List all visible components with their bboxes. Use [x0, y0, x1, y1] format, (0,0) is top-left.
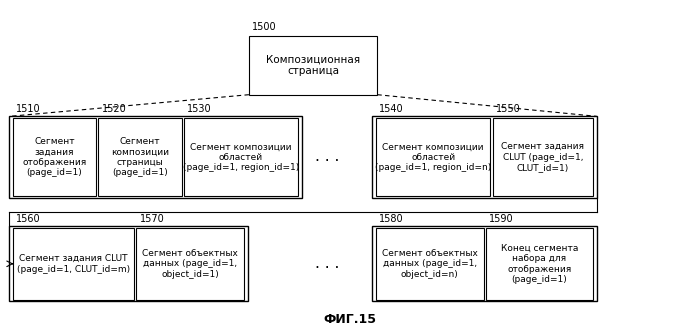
- Text: . . .: . . .: [315, 256, 339, 271]
- FancyBboxPatch shape: [13, 228, 135, 300]
- Text: 1590: 1590: [489, 214, 514, 224]
- Text: Сегмент объектных
данных (page_id=1,
object_id=n): Сегмент объектных данных (page_id=1, obj…: [382, 249, 477, 279]
- Text: 1580: 1580: [380, 214, 404, 224]
- Text: 1570: 1570: [140, 214, 165, 224]
- FancyBboxPatch shape: [249, 36, 378, 95]
- Text: 1540: 1540: [380, 104, 404, 114]
- Text: Сегмент композиции
областей
(page_id=1, region_id=n): Сегмент композиции областей (page_id=1, …: [375, 142, 491, 172]
- FancyBboxPatch shape: [493, 118, 593, 196]
- Text: 1510: 1510: [16, 104, 41, 114]
- Text: Сегмент
задания
отображения
(page_id=1): Сегмент задания отображения (page_id=1): [22, 137, 87, 177]
- FancyBboxPatch shape: [137, 228, 244, 300]
- Text: Сегмент задания CLUT
(page_id=1, CLUT_id=m): Сегмент задания CLUT (page_id=1, CLUT_id…: [17, 254, 131, 274]
- FancyBboxPatch shape: [376, 118, 491, 196]
- Text: ФИГ.15: ФИГ.15: [323, 313, 376, 326]
- FancyBboxPatch shape: [98, 118, 181, 196]
- Text: . . .: . . .: [315, 149, 339, 164]
- Text: 1530: 1530: [187, 104, 211, 114]
- Text: Сегмент
композиции
страницы
(page_id=1): Сегмент композиции страницы (page_id=1): [111, 137, 169, 177]
- Text: 1550: 1550: [496, 104, 521, 114]
- FancyBboxPatch shape: [184, 118, 298, 196]
- Text: 1500: 1500: [253, 23, 277, 32]
- Text: Сегмент композиции
областей
(page_id=1, region_id=1): Сегмент композиции областей (page_id=1, …: [183, 142, 299, 172]
- Text: Сегмент задания
CLUT (page_id=1,
CLUT_id=1): Сегмент задания CLUT (page_id=1, CLUT_id…: [501, 142, 584, 172]
- FancyBboxPatch shape: [13, 118, 96, 196]
- Text: 1520: 1520: [102, 104, 126, 114]
- Text: Композиционная
страница: Композиционная страница: [266, 55, 360, 76]
- Text: Сегмент объектных
данных (page_id=1,
object_id=1): Сегмент объектных данных (page_id=1, obj…: [142, 249, 238, 279]
- FancyBboxPatch shape: [486, 228, 593, 300]
- Text: Конец сегмента
набора для
отображения
(page_id=1): Конец сегмента набора для отображения (p…: [500, 244, 578, 284]
- Text: 1560: 1560: [16, 214, 41, 224]
- FancyBboxPatch shape: [376, 228, 484, 300]
